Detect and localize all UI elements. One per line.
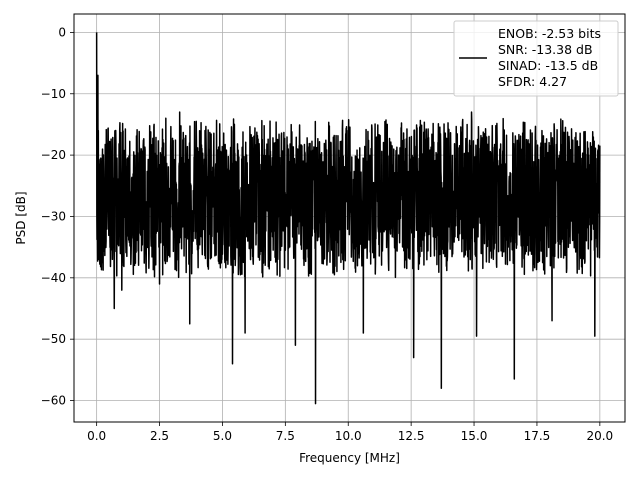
y-tick-label: −20 — [41, 148, 66, 162]
legend-sfdr: SFDR: 4.27 — [498, 74, 567, 89]
legend-box — [453, 20, 619, 97]
x-tick-label: 2.5 — [150, 429, 169, 443]
y-tick-label: 0 — [58, 25, 66, 39]
y-tick-label: −60 — [41, 394, 66, 408]
x-axis-ticks: 0.0 2.5 5.0 7.5 10.0 12.5 15.0 17.5 20.0 — [87, 422, 613, 443]
x-tick-label: 17.5 — [524, 429, 551, 443]
x-tick-label: 12.5 — [398, 429, 425, 443]
y-tick-label: −30 — [41, 209, 66, 223]
legend-snr: SNR: -13.38 dB — [498, 42, 593, 57]
x-tick-label: 0.0 — [87, 429, 106, 443]
x-tick-label: 7.5 — [276, 429, 295, 443]
y-tick-label: −40 — [41, 271, 66, 285]
legend: ENOB: -2.53 bits SNR: -13.38 dB SINAD: -… — [453, 20, 619, 97]
legend-sinad: SINAD: -13.5 dB — [498, 58, 598, 73]
plot-frame — [73, 13, 626, 423]
y-axis-ticks: 0 −10 −20 −30 −40 −50 −60 — [41, 25, 74, 408]
x-tick-label: 20.0 — [586, 429, 613, 443]
y-axis-label: PSD [dB] — [14, 191, 28, 244]
x-tick-label: 5.0 — [213, 429, 232, 443]
legend-enob: ENOB: -2.53 bits — [498, 26, 601, 41]
x-tick-label: 15.0 — [461, 429, 488, 443]
psd-series-line — [95, 32, 601, 405]
x-axis-label: Frequency [MHz] — [299, 451, 400, 465]
series-layer — [95, 32, 601, 405]
x-tick-label: 10.0 — [335, 429, 362, 443]
y-tick-label: −50 — [41, 332, 66, 346]
y-tick-label: −10 — [41, 87, 66, 101]
